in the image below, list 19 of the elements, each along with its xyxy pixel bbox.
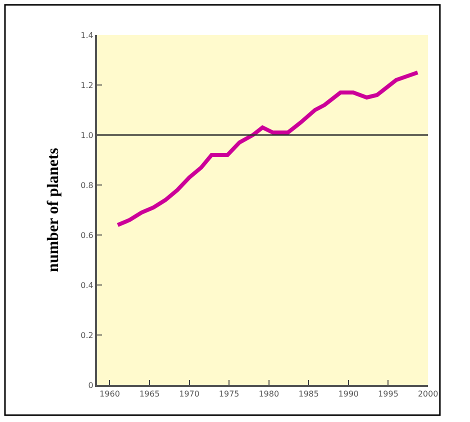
y-tick-label: 1.2 xyxy=(80,80,94,90)
x-tick-label: 1995 xyxy=(378,390,398,399)
y-axis-title: number of planets xyxy=(45,148,62,272)
x-tick-label: 1985 xyxy=(298,390,319,399)
x-tick-label: 1980 xyxy=(258,390,280,399)
y-tick-label: 0.4 xyxy=(80,280,94,290)
x-tick-label: 1965 xyxy=(139,390,160,399)
y-tick-label: 1.0 xyxy=(80,130,94,140)
y-tick-label: 1.4 xyxy=(80,30,94,40)
y-tick-label: 0.2 xyxy=(80,330,94,340)
x-tick-label: 1990 xyxy=(338,390,359,399)
y-tick-label: 0.6 xyxy=(80,230,94,240)
line-series xyxy=(116,70,420,227)
x-tick-label: 1960 xyxy=(100,390,120,399)
y-tick-label: 0.8 xyxy=(80,180,94,190)
x-tick-label: 1970 xyxy=(179,390,200,399)
y-tick-label: 0 xyxy=(88,380,94,390)
x-tick-label: 2000 xyxy=(418,390,438,399)
x-tick-label: 1975 xyxy=(218,390,240,399)
